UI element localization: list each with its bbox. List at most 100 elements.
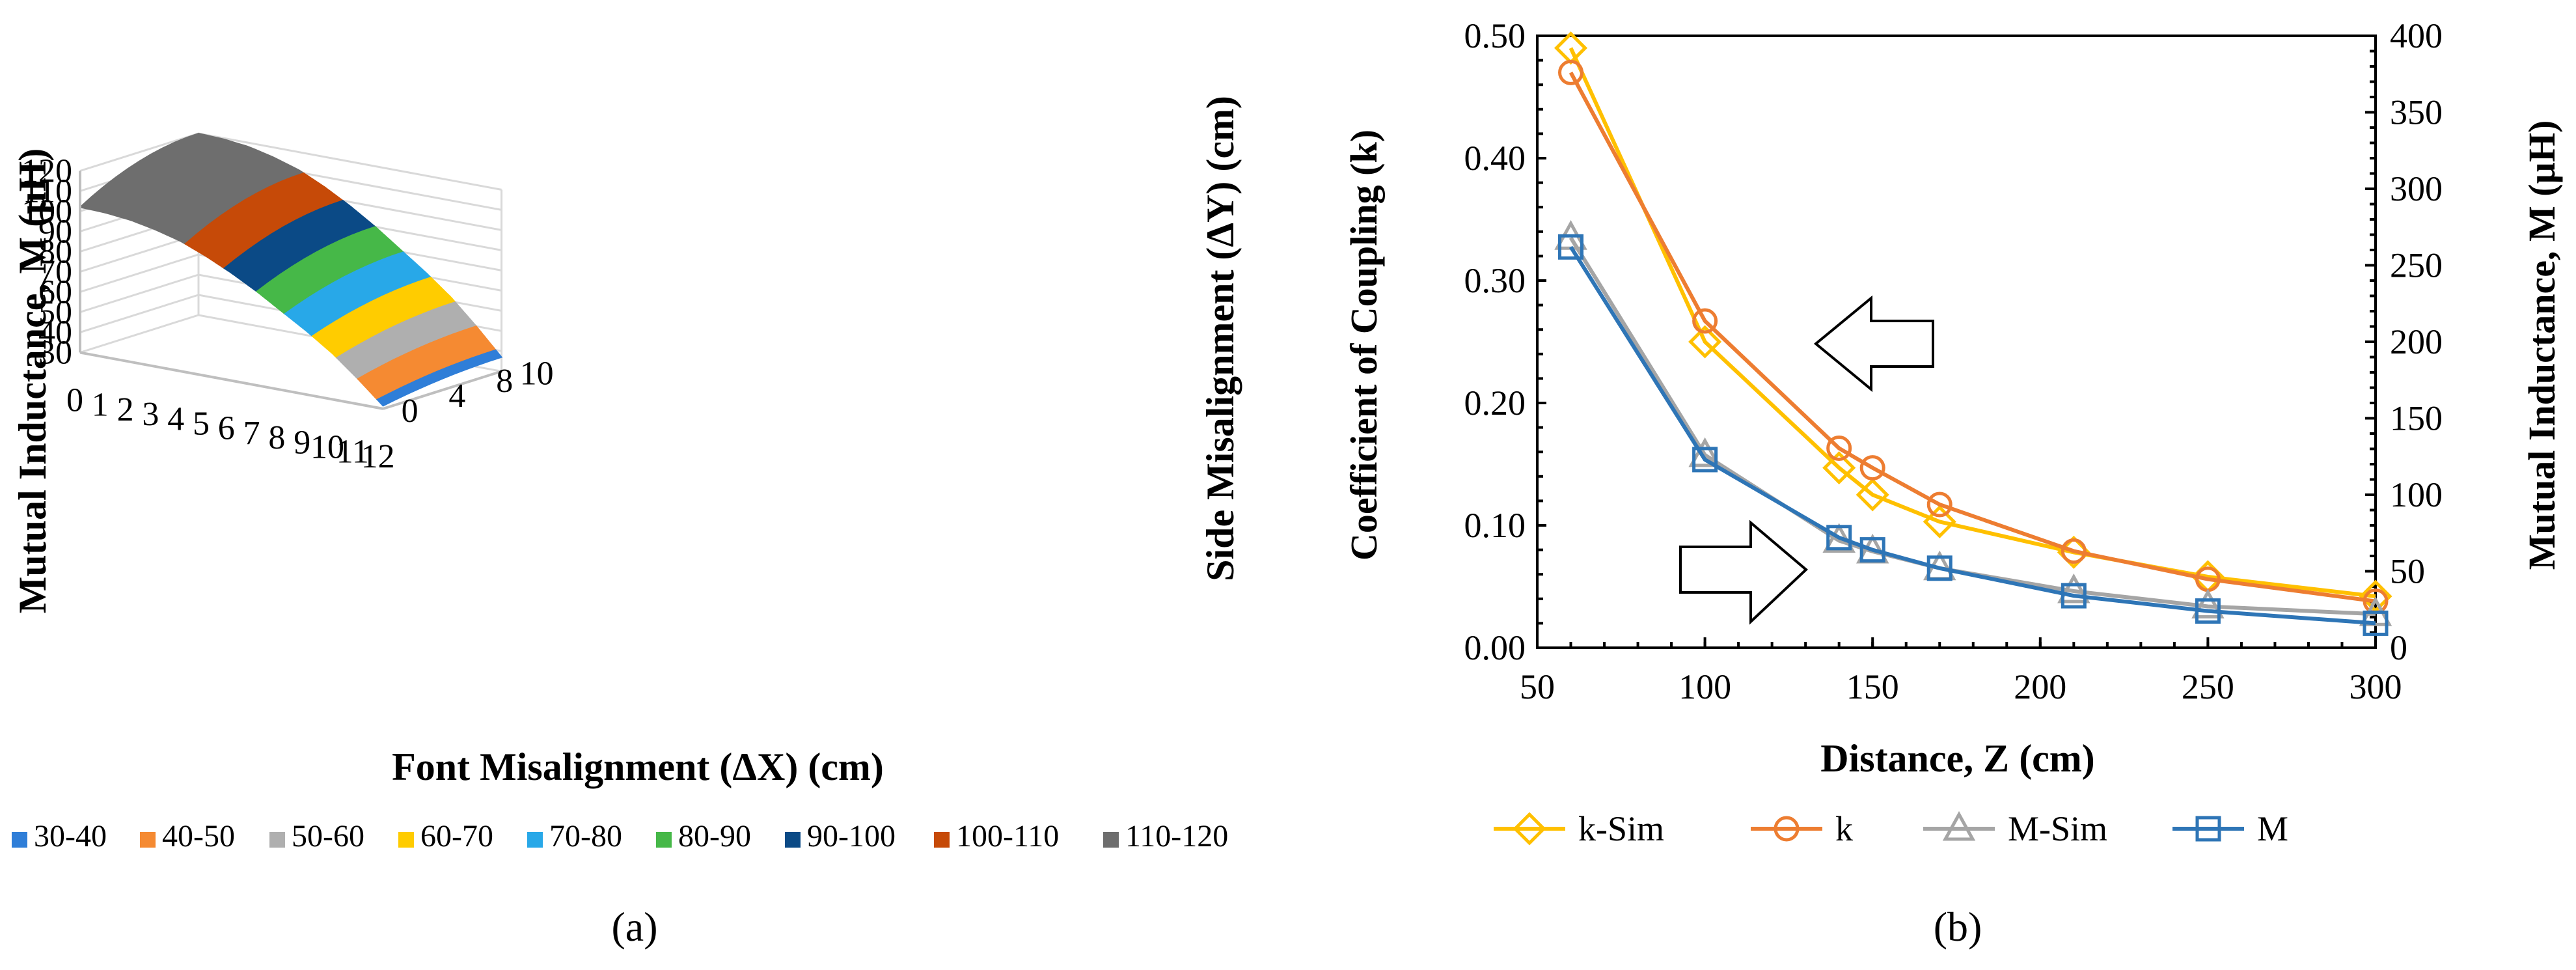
z-tick-label: 110 (23, 173, 72, 210)
legend-swatch (1103, 832, 1119, 848)
y-tick-labels: 0.00 0.10 0.20 0.30 0.40 0.50 (1464, 16, 1526, 667)
surface-band-30-40 (376, 349, 503, 407)
series-line (1569, 71, 2376, 603)
plot-area-frame (1536, 35, 2377, 649)
x-axis-line (79, 351, 383, 410)
legend-item: k (1751, 809, 1853, 848)
x-tick-label: 100 (1679, 667, 1731, 706)
legend-item: 50-60 (269, 819, 364, 853)
series-line (1569, 245, 2376, 626)
legend-item: M-Sim (1923, 809, 2107, 848)
data-point (1558, 234, 1584, 260)
y2-axis-title: Mutual Inductance, M (µH) (2521, 120, 2563, 570)
y-axis-title: Coefficient of Coupling (k) (1343, 130, 1385, 561)
legend-item: 60-70 (398, 819, 493, 853)
legend-item: 100-110 (934, 819, 1059, 853)
legend-swatch (785, 832, 801, 848)
y2-tick-labels: 0 50 100 150 200 250 300 350 400 (2390, 16, 2443, 667)
y-tick-label: 0 (402, 393, 418, 430)
x-tick-label: 10 (310, 429, 344, 466)
y2-tick-label: 300 (2390, 169, 2443, 208)
data-point (1926, 555, 1953, 581)
z-axis-title: Mutual Inductance, M (µH) (11, 148, 54, 614)
z-tick-label: 60 (38, 274, 72, 311)
y2-tick-label: 350 (2390, 93, 2443, 132)
y2-tick-label: 200 (2390, 322, 2443, 361)
x-tick-label: 50 (1520, 667, 1555, 706)
data-point (1856, 478, 1889, 512)
legend-item: 80-90 (656, 819, 751, 853)
legend-label: 110-120 (1125, 819, 1228, 853)
data-point (1926, 492, 1953, 518)
legend-marker (1513, 812, 1546, 846)
x-axis-title: Distance, Z (cm) (1820, 737, 2095, 780)
z-tick-label: 40 (38, 314, 72, 352)
legend-swatch (656, 832, 672, 848)
x-tick-label: 4 (167, 400, 184, 437)
x-tick-label: 200 (2014, 667, 2066, 706)
right-arrow-annotation (1679, 520, 1809, 625)
legend-swatch (934, 832, 950, 848)
data-point (2061, 583, 2087, 609)
legend-label: M (2257, 809, 2288, 848)
legend-label: k-Sim (1578, 809, 1664, 848)
z-tick-label: 120 (21, 153, 72, 190)
legend-item: 110-120 (1103, 819, 1228, 853)
y2-tick-label: 0 (2390, 628, 2407, 667)
z-tick-label: 90 (38, 214, 72, 251)
y-axis-title: Side Misalignment (ΔY) (cm) (1199, 96, 1242, 581)
y2-tick-label: 100 (2390, 475, 2443, 514)
y2-tick-label: 250 (2390, 246, 2443, 285)
y-tick-label: 0.00 (1464, 628, 1526, 667)
axis-ticks (1536, 35, 2377, 649)
x-tick-label: 3 (142, 396, 159, 433)
data-point (2061, 538, 2087, 564)
legend-label: 40-50 (162, 819, 235, 853)
x-tick-label: 12 (361, 438, 395, 475)
y-tick-label: 8 (496, 363, 513, 400)
y-tick-label: 0.30 (1464, 261, 1526, 300)
y-tick-labels: 0 4 8 10 (402, 355, 554, 430)
panel-label-b: (b) (1934, 904, 1982, 950)
series-lines (1554, 31, 2392, 636)
x-tick-label: 250 (2182, 667, 2234, 706)
surface-axes (79, 171, 502, 410)
data-point (2191, 589, 2225, 619)
legend-label: k (1835, 809, 1853, 848)
data-point (2195, 598, 2221, 624)
x-tick-label: 150 (1846, 667, 1899, 706)
legend-item: 30-40 (12, 819, 107, 853)
legend-label: 100-110 (956, 819, 1059, 853)
series-k-Sim (1554, 31, 2392, 613)
x-tick-label: 8 (268, 419, 285, 456)
legend-marker (1774, 816, 1800, 842)
data-point (1688, 325, 1722, 359)
data-point (1859, 537, 1885, 563)
y-tick-label: 0.10 (1464, 506, 1526, 545)
data-point (2057, 573, 2090, 603)
series-line (1569, 47, 2376, 598)
surface-bands (78, 132, 503, 407)
x-tick-label: 5 (193, 406, 210, 443)
x-tick-label: 0 (66, 382, 83, 419)
legend-marker (2195, 816, 2221, 842)
data-point (1692, 308, 1718, 334)
legend-label: 80-90 (678, 819, 751, 853)
legend-swatch (269, 832, 285, 848)
data-point (1826, 525, 1852, 551)
legend-label: 70-80 (549, 819, 622, 853)
legend-label: 50-60 (292, 819, 364, 853)
z-tick-label: 50 (38, 294, 72, 331)
line-chart: 0.00 0.10 0.20 0.30 0.40 0.50 0 50 100 150 200 250… (1343, 16, 2563, 950)
x-tick-label: 2 (117, 391, 134, 428)
legend-swatch (12, 832, 27, 848)
x-tick-label: 7 (243, 415, 260, 452)
legend-item: 40-50 (140, 819, 235, 853)
legend-item: 70-80 (527, 819, 622, 853)
z-tick-label: 30 (38, 335, 72, 372)
y-tick-label: 10 (520, 355, 554, 392)
